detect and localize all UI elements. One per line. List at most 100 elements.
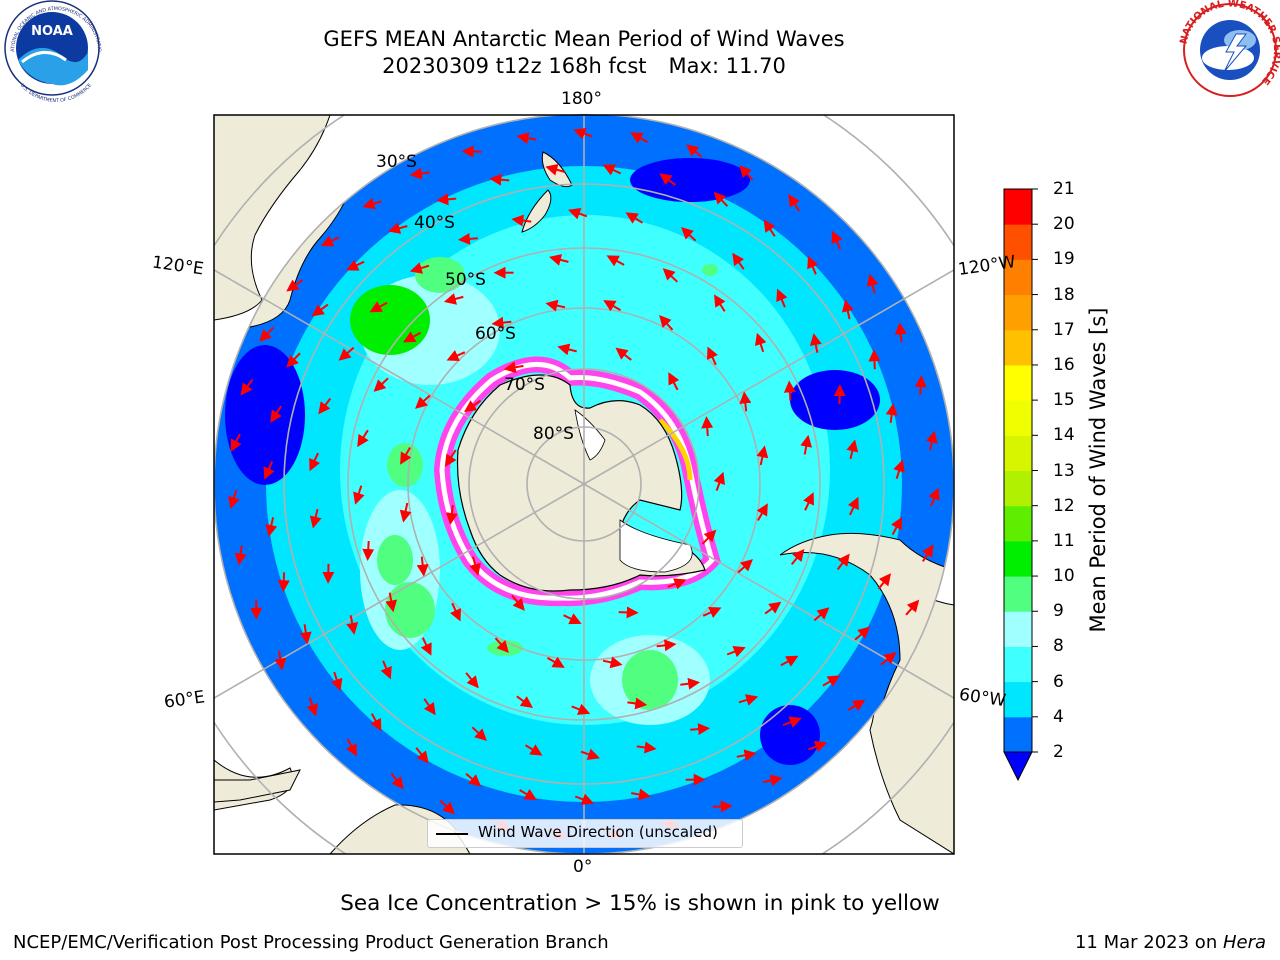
colorbar-tick-label: 14 [1053, 425, 1075, 446]
wave-direction-arrow [690, 723, 711, 736]
colorbar-tick-label: 19 [1053, 249, 1075, 270]
wave-direction-arrow [783, 380, 796, 401]
wave-direction-arrow [299, 624, 312, 645]
wave-direction-arrow [439, 799, 455, 815]
colorbar-segment [1004, 505, 1032, 542]
wave-direction-arrow [702, 607, 722, 618]
colorbar-segment [1004, 470, 1032, 507]
legend-line-sample [436, 833, 468, 835]
wave-direction-arrow [370, 713, 382, 732]
wave-direction-arrow [369, 301, 388, 313]
wave-direction-arrow [925, 430, 938, 451]
lat-label-70s: 70°S [504, 375, 545, 395]
wave-direction-arrow [436, 193, 457, 206]
wave-direction-arrow [373, 377, 389, 392]
footer-host: Hera [1222, 932, 1266, 953]
wave-direction-arrow [362, 197, 382, 210]
footer-date-text: 11 Mar 2023 on [1074, 932, 1223, 953]
footer-date: 11 Mar 2023 on Hera [1075, 932, 1266, 953]
wave-direction-arrow [320, 235, 340, 247]
wave-direction-arrow [847, 496, 859, 516]
colorbar-segment [1004, 540, 1032, 577]
wave-direction-arrow [880, 651, 897, 666]
lat-label-30s: 30°S [376, 152, 417, 172]
wave-direction-arrow [737, 559, 753, 574]
colorbar-tick-label: 13 [1053, 460, 1075, 481]
wave-direction-arrow [420, 637, 432, 656]
wave-direction-arrow [446, 350, 466, 361]
colorbar-segment [1004, 329, 1032, 366]
lat-label-80s: 80°S [533, 424, 574, 444]
colorbar-tick-label: 8 [1053, 636, 1064, 657]
map-legend: Wind Wave Direction (unscaled) [427, 819, 743, 848]
wave-direction-arrow [764, 601, 782, 615]
colorbar-segment [1004, 646, 1032, 683]
wave-direction-arrow [831, 230, 843, 250]
wave-direction-arrow [714, 294, 726, 312]
lat-label-40s: 40°S [414, 213, 455, 233]
wind-wave-arrows [228, 128, 940, 840]
wave-direction-arrow [606, 255, 625, 267]
wave-direction-arrow [494, 637, 509, 653]
max-value: Max: 11.70 [668, 54, 786, 78]
wave-direction-arrow [701, 529, 717, 545]
footer-credit: NCEP/EMC/Verification Post Processing Pr… [13, 932, 609, 953]
colorbar-segment [1004, 435, 1032, 471]
wave-direction-arrow [415, 747, 429, 764]
lat-label-60s: 60°S [475, 324, 516, 344]
wave-direction-arrow [841, 299, 854, 320]
map-frame [213, 114, 955, 855]
wave-direction-arrow [780, 655, 799, 667]
wave-direction-arrow [681, 226, 697, 242]
wave-direction-arrow [516, 695, 533, 709]
wave-direction-arrow [450, 602, 461, 622]
colorbar-label: Mean Period of Wind Waves [s] [1086, 307, 1110, 633]
wave-direction-arrow [563, 613, 582, 625]
colorbar-segment [1004, 681, 1032, 718]
colorbar-tick-label: 21 [1053, 179, 1075, 199]
wave-direction-arrow [618, 606, 639, 619]
wave-direction-arrow [545, 163, 565, 176]
wave-direction-arrow [659, 173, 677, 186]
wave-direction-arrow [603, 300, 622, 312]
wave-direction-arrow [756, 503, 768, 522]
wave-direction-arrow [636, 741, 657, 754]
wave-direction-arrow [457, 232, 478, 245]
wave-direction-arrow [868, 349, 881, 370]
wave-direction-arrow [701, 416, 714, 437]
wave-direction-arrow [877, 573, 892, 590]
wave-direction-arrow [668, 372, 680, 391]
colorbar-segment [1004, 364, 1032, 401]
colorbar-tick-label: 16 [1053, 354, 1075, 375]
wave-direction-arrow [713, 471, 725, 491]
wave-direction-arrow [822, 675, 841, 687]
wave-direction-arrow [362, 540, 375, 561]
wave-direction-arrow [311, 303, 329, 317]
wave-direction-arrow [503, 361, 524, 374]
wave-direction-arrow [656, 639, 677, 652]
wave-direction-arrow [346, 259, 365, 271]
wave-direction-arrow [790, 548, 805, 566]
wave-direction-arrow [756, 445, 769, 466]
wave-direction-arrow [345, 738, 357, 757]
wave-direction-arrow [667, 578, 687, 590]
wave-direction-arrow [866, 273, 879, 294]
wave-direction-arrow [739, 391, 752, 412]
colorbar-tick-label: 11 [1053, 530, 1075, 551]
colorbar-segment [1004, 576, 1032, 612]
wave-direction-arrow [712, 800, 733, 813]
wave-direction-arrow [230, 433, 242, 452]
wave-direction-arrow [443, 293, 464, 305]
wave-direction-arrow [400, 446, 412, 465]
colorbar-tick-label: 9 [1053, 601, 1064, 622]
wave-direction-arrow [809, 333, 822, 353]
wave-direction-arrow [754, 332, 767, 353]
lon-label-180: 180° [561, 89, 602, 109]
wave-direction-arrow [309, 452, 321, 472]
wave-direction-arrow [894, 322, 907, 343]
colorbar-tick-label: 10 [1053, 566, 1075, 587]
wave-direction-arrow [571, 703, 591, 715]
wave-direction-arrow [423, 698, 436, 716]
wave-direction-arrow [259, 326, 275, 342]
